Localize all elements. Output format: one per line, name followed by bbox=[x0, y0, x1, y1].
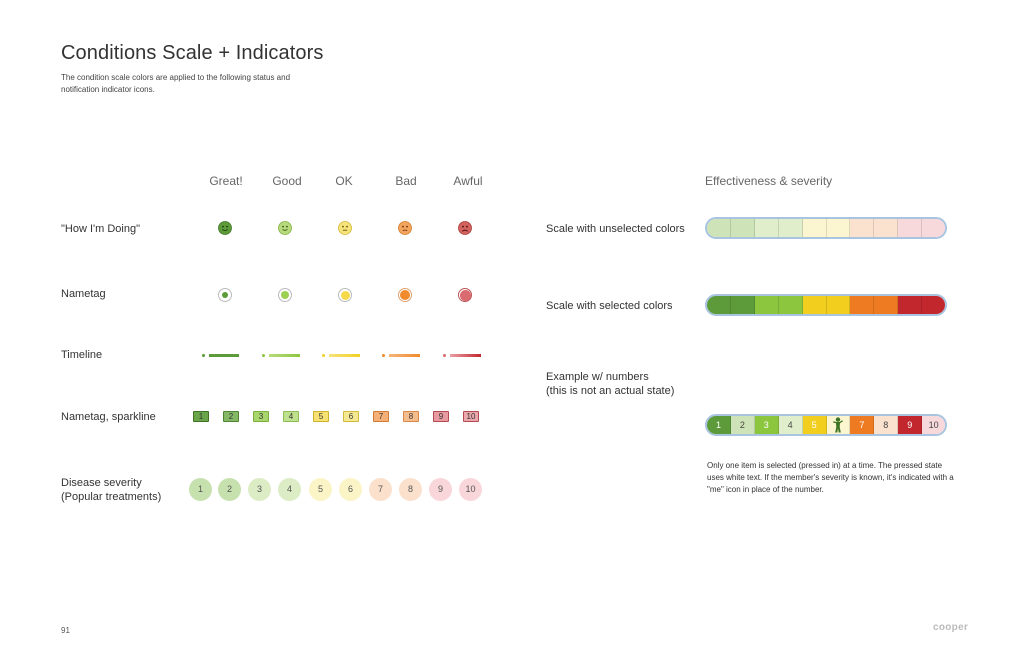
unselected-scale bbox=[705, 217, 947, 239]
timeline-great-bar bbox=[209, 354, 239, 357]
example-scale-segment-9[interactable]: 9 bbox=[898, 416, 923, 434]
severity-circle-6: 6 bbox=[339, 478, 362, 501]
nametag-ok-icon bbox=[338, 288, 352, 302]
severity-circle-10: 10 bbox=[459, 478, 482, 501]
row-label-sparkline: Nametag, sparkline bbox=[61, 411, 156, 423]
selected-scale-segment-10 bbox=[922, 296, 945, 314]
sparkline-box-4: 4 bbox=[283, 411, 299, 422]
sparkline-box-1: 1 bbox=[193, 411, 209, 422]
sparkline-box-9: 9 bbox=[433, 411, 449, 422]
good-face-icon bbox=[278, 221, 292, 235]
brand-logo: cooper bbox=[933, 622, 969, 633]
selected-scale-segment-5 bbox=[802, 296, 827, 314]
row-label-nametag: Nametag bbox=[61, 288, 106, 300]
nametag-good-icon bbox=[278, 288, 292, 302]
severity-circle-4: 4 bbox=[278, 478, 301, 501]
unselected-scale-segment-9 bbox=[898, 219, 923, 237]
sparkline-box-8: 8 bbox=[403, 411, 419, 422]
great-face-icon bbox=[218, 221, 232, 235]
example-scale[interactable]: 1 2 3 4 5 7 8 9 10 bbox=[705, 414, 947, 436]
selected-scale bbox=[705, 294, 947, 316]
row-label-timeline: Timeline bbox=[61, 349, 103, 361]
example-label: Example w/ numbers (this is not an actua… bbox=[546, 371, 675, 397]
unselected-scale-segment-5 bbox=[802, 219, 827, 237]
timeline-good-bar bbox=[269, 354, 300, 357]
selection-note: Only one item is selected (pressed in) a… bbox=[707, 461, 954, 494]
awful-face-icon bbox=[458, 221, 472, 235]
severity-circle-9: 9 bbox=[429, 478, 452, 501]
example-scale-segment-10[interactable]: 10 bbox=[922, 416, 945, 434]
selected-scale-segment-1 bbox=[707, 296, 731, 314]
column-ok: OK bbox=[335, 174, 353, 188]
selected-scale-label: Scale with selected colors bbox=[546, 300, 673, 312]
timeline-awful-bar bbox=[450, 354, 481, 357]
severity-circle-1: 1 bbox=[189, 478, 212, 501]
unselected-scale-segment-4 bbox=[778, 219, 803, 237]
column-good: Good bbox=[272, 174, 302, 188]
ok-face-icon bbox=[338, 221, 352, 235]
timeline-bad-dot bbox=[382, 354, 385, 357]
unselected-scale-label: Scale with unselected colors bbox=[546, 223, 685, 235]
timeline-awful-dot bbox=[443, 354, 446, 357]
page-title: Conditions Scale + Indicators bbox=[61, 42, 324, 64]
selected-scale-segment-8 bbox=[874, 296, 899, 314]
sparkline-box-7: 7 bbox=[373, 411, 389, 422]
severity-circle-2: 2 bbox=[218, 478, 241, 501]
example-scale-segment-5[interactable]: 5 bbox=[802, 416, 827, 434]
unselected-scale-segment-2 bbox=[730, 219, 755, 237]
column-awful: Awful bbox=[453, 174, 483, 188]
severity-circle-3: 3 bbox=[248, 478, 271, 501]
timeline-good-dot bbox=[262, 354, 265, 357]
selected-scale-segment-2 bbox=[730, 296, 755, 314]
selected-scale-segment-7 bbox=[850, 296, 875, 314]
nametag-great-icon bbox=[218, 288, 232, 302]
selected-scale-segment-9 bbox=[898, 296, 923, 314]
example-scale-segment-3[interactable]: 3 bbox=[754, 416, 779, 434]
me-person-icon[interactable] bbox=[826, 416, 851, 434]
sparkline-box-3: 3 bbox=[253, 411, 269, 422]
timeline-ok-bar bbox=[329, 354, 360, 357]
selected-scale-segment-3 bbox=[754, 296, 779, 314]
nametag-bad-icon bbox=[398, 288, 412, 302]
unselected-scale-segment-7 bbox=[850, 219, 875, 237]
page-number: 91 bbox=[61, 626, 70, 635]
example-scale-segment-1[interactable]: 1 bbox=[707, 416, 731, 434]
example-scale-segment-8[interactable]: 8 bbox=[874, 416, 899, 434]
nametag-awful-icon bbox=[458, 288, 472, 302]
sparkline-box-2: 2 bbox=[223, 411, 239, 422]
sparkline-box-5: 5 bbox=[313, 411, 329, 422]
column-bad: Bad bbox=[395, 174, 417, 188]
column-great: Great! bbox=[209, 174, 243, 188]
unselected-scale-segment-1 bbox=[707, 219, 731, 237]
unselected-scale-segment-6 bbox=[826, 219, 851, 237]
bad-face-icon bbox=[398, 221, 412, 235]
unselected-scale-segment-8 bbox=[874, 219, 899, 237]
severity-circle-5: 5 bbox=[309, 478, 332, 501]
example-scale-segment-4[interactable]: 4 bbox=[778, 416, 803, 434]
page-subtitle: The condition scale colors are applied t… bbox=[61, 73, 291, 94]
unselected-scale-segment-3 bbox=[754, 219, 779, 237]
timeline-bad-bar bbox=[389, 354, 420, 357]
severity-circle-8: 8 bbox=[399, 478, 422, 501]
unselected-scale-segment-10 bbox=[922, 219, 945, 237]
selected-scale-segment-4 bbox=[778, 296, 803, 314]
selected-scale-segment-6 bbox=[826, 296, 851, 314]
timeline-great-dot bbox=[202, 354, 205, 357]
example-scale-segment-7[interactable]: 7 bbox=[850, 416, 875, 434]
severity-circle-7: 7 bbox=[369, 478, 392, 501]
sparkline-box-10: 10 bbox=[463, 411, 479, 422]
sparkline-box-6: 6 bbox=[343, 411, 359, 422]
row-label-how-im-doing: "How I'm Doing" bbox=[61, 223, 140, 235]
row-label-disease-severity: Disease severity (Popular treatments) bbox=[61, 477, 162, 503]
example-scale-segment-2[interactable]: 2 bbox=[730, 416, 755, 434]
timeline-ok-dot bbox=[322, 354, 325, 357]
effectiveness-severity-heading: Effectiveness & severity bbox=[705, 174, 833, 188]
